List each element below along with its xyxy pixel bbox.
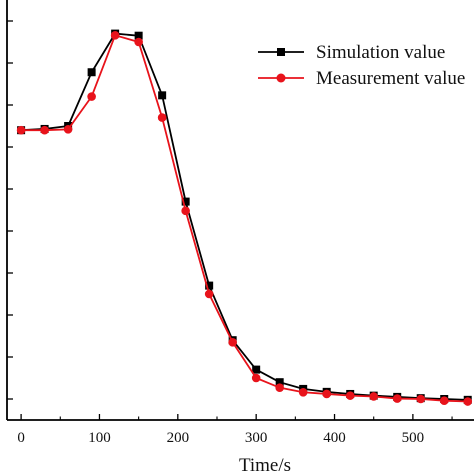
data-point [87,92,96,101]
legend: Simulation value Measurement value [258,42,465,89]
series-line-1 [21,34,468,403]
x-tick-labels: 0 100 200 300 400 500 [17,430,424,446]
data-point [134,37,143,47]
data-point [63,125,73,134]
x-tick-label-2: 200 [167,430,190,446]
series-layer [16,29,473,406]
data-point [439,396,449,405]
data-point [252,365,261,374]
data-point [157,113,167,122]
data-point [369,392,379,401]
data-point [87,68,96,77]
data-point [251,373,261,383]
data-point [392,394,402,403]
x-axis-title: Time/s [239,455,291,474]
data-point [158,91,167,100]
x-tick-label-1: 100 [88,430,111,446]
series-1 [16,30,473,406]
x-ticks [20,414,453,420]
legend-item-0: Simulation value [258,42,445,63]
data-point [205,281,214,290]
y-ticks [7,20,13,400]
x-tick-label-0: 0 [17,430,25,446]
legend-label: Measurement value [316,68,465,89]
data-point [134,31,143,40]
data-point [298,387,308,397]
legend-item-1: Measurement value [258,68,465,89]
legend-marker [276,73,286,83]
data-point [40,125,49,135]
data-point [204,289,214,299]
data-point [110,30,120,40]
data-point [275,378,284,387]
legend-label: Simulation value [316,42,445,63]
data-point [181,197,190,206]
data-point [322,389,331,399]
x-tick-label-5: 500 [402,430,425,446]
data-point [345,391,355,400]
data-point [181,206,190,216]
x-tick-label-4: 400 [323,430,346,446]
x-tick-label-3: 300 [245,430,268,446]
legend-marker [277,48,285,56]
data-point [228,338,237,347]
data-point [275,383,284,392]
data-point [463,397,473,406]
data-point [16,125,26,135]
data-point [416,394,426,404]
